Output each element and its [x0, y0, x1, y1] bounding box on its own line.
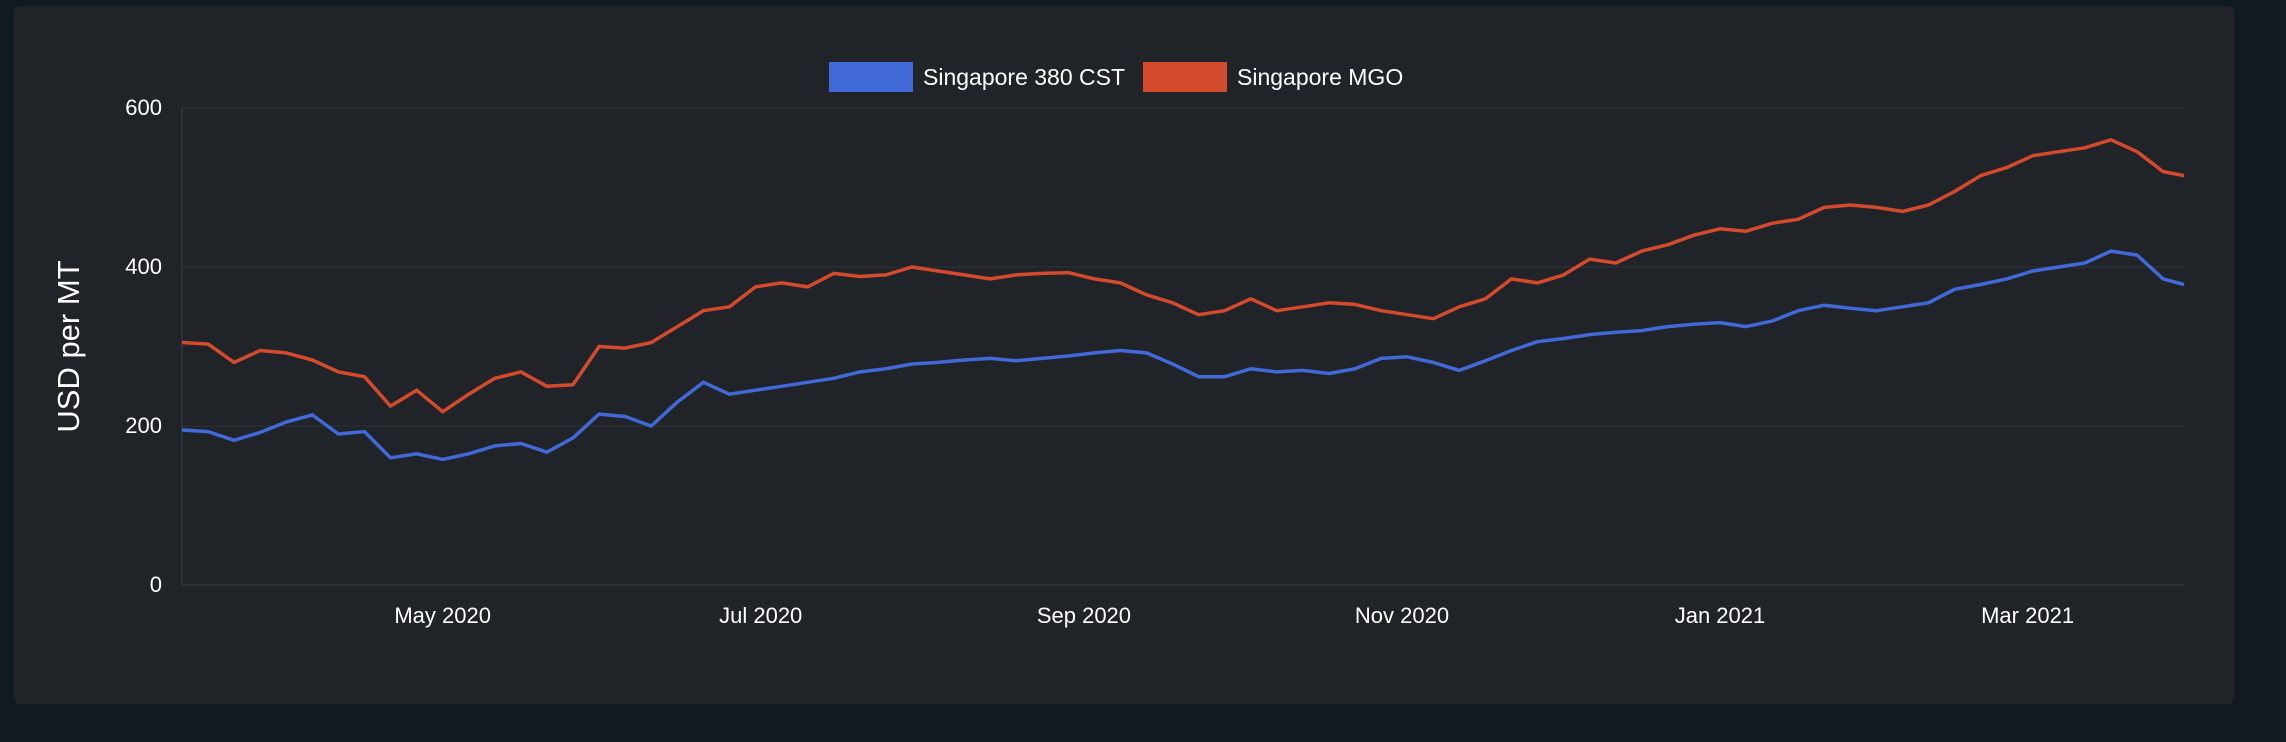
y-tick-label: 200 — [125, 413, 162, 438]
x-tick-label: Mar 2021 — [1981, 603, 2074, 628]
chart-card: 0 200 400 600 May 2020 Jul 2020 Sep 2020 Nov 20… — [14, 6, 2234, 704]
x-tick-label: Nov 2020 — [1355, 603, 1449, 628]
y-tick-label: 0 — [150, 572, 162, 597]
x-tick-label: May 2020 — [394, 603, 491, 628]
price-line-chart: 0 200 400 600 May 2020 Jul 2020 Sep 2020 Nov 20… — [51, 62, 2185, 628]
y-tick-label: 600 — [125, 95, 162, 120]
y-tick-label: 400 — [125, 254, 162, 279]
legend-swatch-1 — [829, 62, 913, 92]
legend-label-1: Singapore 380 CST — [923, 64, 1125, 90]
x-tick-label: Sep 2020 — [1037, 603, 1131, 628]
legend-swatch-2 — [1143, 62, 1228, 92]
x-tick-label: Jan 2021 — [1675, 603, 1766, 628]
series-line-1 — [181, 249, 2185, 462]
legend-label-2: Singapore MGO — [1237, 64, 1403, 90]
x-tick-label: Jul 2020 — [719, 603, 802, 628]
y-axis-title: USD per MT — [51, 260, 86, 432]
series-line-2 — [181, 138, 2185, 414]
